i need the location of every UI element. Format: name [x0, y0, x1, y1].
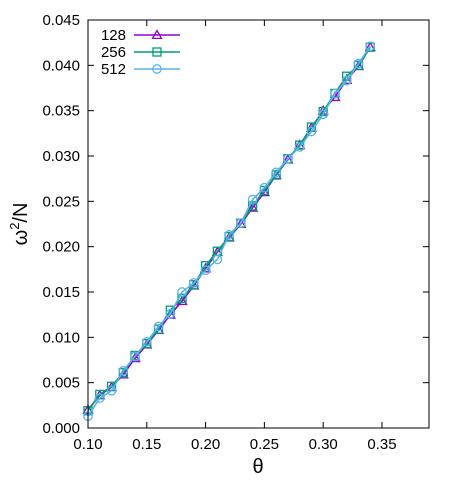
y-tick-label: 0.030 — [42, 148, 80, 165]
data-point — [365, 41, 376, 52]
data-point — [353, 58, 364, 69]
data-point — [153, 321, 164, 332]
data-point — [106, 385, 117, 396]
legend-label: 512 — [101, 61, 126, 78]
data-point — [247, 194, 258, 205]
data-point — [247, 201, 259, 212]
x-axis-label: θ — [252, 456, 263, 478]
plot-frame — [87, 19, 430, 429]
y-tick-label: 0.000 — [42, 420, 80, 437]
x-tick-label: 0.15 — [132, 436, 161, 453]
data-point — [94, 393, 105, 403]
legend-label: 128 — [101, 27, 126, 44]
data-point — [188, 278, 199, 288]
legend-item: 256 — [101, 44, 180, 61]
data-point — [294, 142, 305, 152]
data-point — [341, 75, 352, 86]
y-tick-label: 0.025 — [42, 193, 80, 210]
data-point — [141, 337, 152, 347]
data-point — [236, 218, 246, 228]
legend-label: 256 — [101, 44, 126, 61]
y-tick-label: 0.010 — [42, 329, 80, 346]
y-tick-label: 0.015 — [42, 284, 80, 301]
y-tick-label: 0.005 — [42, 375, 80, 392]
x-tick-labels: 0.10 0.15 0.20 0.25 0.30 0.35 — [73, 436, 396, 453]
data-point — [165, 308, 176, 319]
x-tick-label: 0.35 — [367, 436, 396, 453]
y-tick-label: 0.040 — [42, 57, 80, 74]
y-axis-label-superscript: 2 — [7, 223, 22, 230]
y-tick-label: 0.035 — [42, 103, 80, 120]
legend-marker — [152, 64, 162, 74]
y-tick-labels: 0.000 0.005 0.010 0.015 0.020 0.025 0.030 0.035… — [42, 12, 80, 437]
series-512 — [83, 41, 376, 422]
data-point — [318, 109, 329, 120]
legend-marker — [151, 29, 163, 40]
data-point — [283, 153, 293, 164]
x-tick-label: 0.20 — [191, 436, 220, 453]
y-axis-label-rest: /N — [10, 203, 32, 223]
x-tick-label: 0.10 — [73, 436, 102, 453]
data-point — [330, 88, 340, 99]
y-axis-label-base: ω — [10, 230, 32, 246]
ticks-layer — [87, 19, 429, 429]
data-point — [177, 287, 187, 297]
data-point — [259, 182, 270, 193]
plot-area — [82, 19, 430, 429]
x-tick-label: 0.25 — [250, 436, 279, 453]
data-point — [212, 254, 223, 265]
legend-item: 512 — [101, 61, 180, 78]
data-point — [118, 366, 129, 376]
series-layer — [82, 41, 376, 422]
y-tick-label: 0.020 — [42, 239, 80, 256]
data-point — [306, 126, 317, 137]
legend-item: 128 — [101, 27, 180, 44]
y-axis-label: ω2/N — [7, 203, 32, 246]
y-tick-label: 0.045 — [42, 12, 80, 29]
data-point — [130, 351, 140, 362]
x-tick-label: 0.30 — [309, 436, 338, 453]
series-line — [87, 45, 371, 417]
data-point — [271, 167, 281, 178]
data-point — [200, 265, 211, 276]
data-point — [224, 230, 234, 240]
legend-marker — [152, 47, 162, 57]
